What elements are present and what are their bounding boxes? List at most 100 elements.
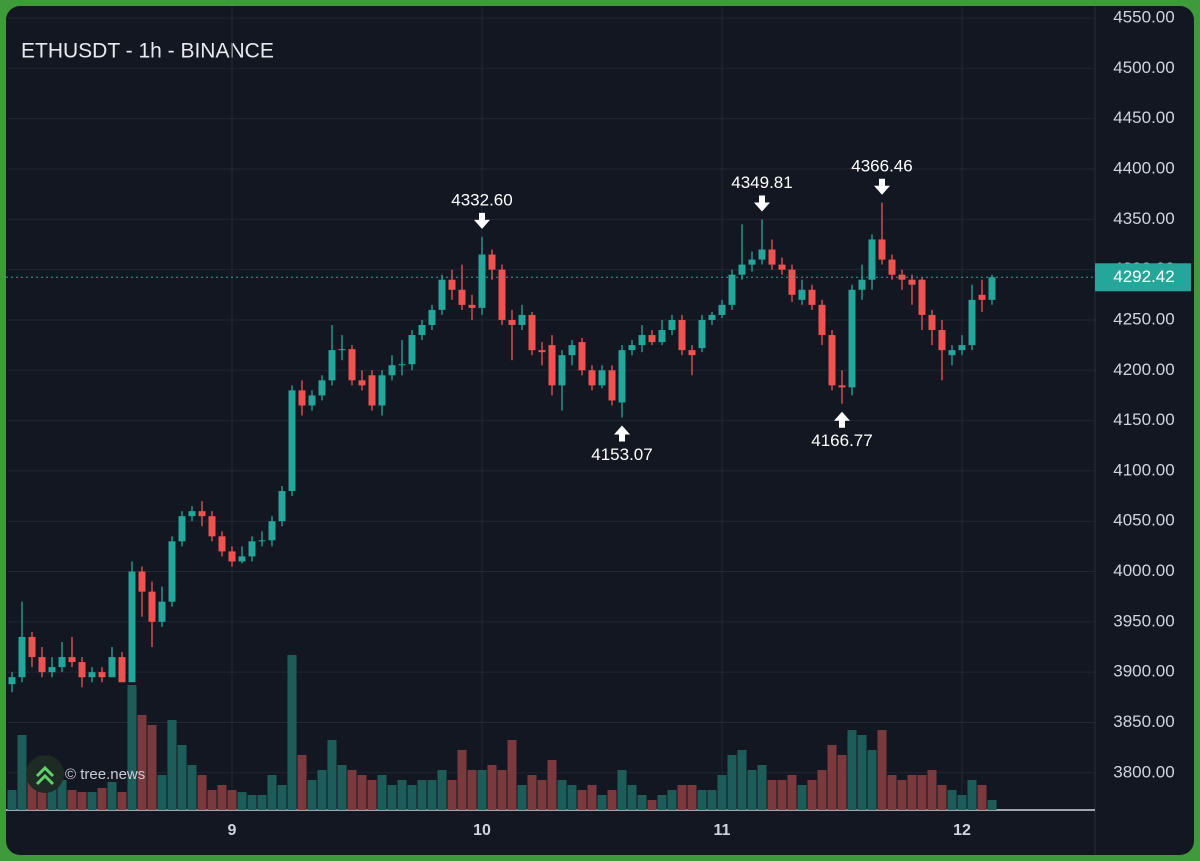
candle-body <box>638 335 646 346</box>
candle-body <box>148 591 156 622</box>
candle-body <box>418 324 426 336</box>
candle-body <box>348 349 356 381</box>
volume-bar <box>317 770 327 810</box>
candle-body <box>278 491 286 522</box>
candle-body <box>338 349 346 351</box>
volume-bar <box>517 785 527 810</box>
candle-body <box>48 667 56 673</box>
candle-body <box>388 365 396 376</box>
volume-bar <box>597 795 607 810</box>
candle-body <box>858 279 866 290</box>
candle-body <box>718 304 726 315</box>
volume-bar <box>537 780 547 810</box>
candle-body <box>398 364 406 366</box>
volume-bar <box>777 780 787 810</box>
candle-body <box>88 672 96 678</box>
candle-body <box>708 314 716 320</box>
y-tick-label: 3900.00 <box>1113 662 1174 681</box>
volume-bar <box>7 790 17 810</box>
volume-bar <box>967 780 977 810</box>
watermark-chevron <box>35 765 55 786</box>
candle-body <box>568 345 576 356</box>
volume-bar <box>27 770 37 810</box>
y-tick-label: 4200.00 <box>1113 360 1174 379</box>
candle-body <box>378 375 386 406</box>
volume-bar <box>267 775 277 810</box>
volume-bar <box>707 790 717 810</box>
volume-bar <box>717 775 727 810</box>
candle-body <box>178 516 186 542</box>
candle-body <box>728 274 736 305</box>
volume-bar <box>567 785 577 810</box>
volume-bar <box>607 790 617 810</box>
arrow-up <box>834 411 850 428</box>
volume-bar <box>697 790 707 810</box>
volume-bar <box>467 770 477 810</box>
volume-bar <box>577 790 587 810</box>
arrow-down <box>474 212 490 229</box>
candle-body <box>848 289 856 388</box>
candle-body <box>578 342 586 371</box>
volume-bar <box>647 800 657 810</box>
candle-body <box>448 279 456 290</box>
candle-body <box>108 657 116 678</box>
chart: ETHUSDT - 1h - BINANCE 3800.00 3850.00 390… <box>6 6 1191 855</box>
volume-bar <box>787 775 797 810</box>
candle-body <box>548 345 556 386</box>
annotation-label: 4166.77 <box>811 431 872 450</box>
candle-body <box>208 516 216 537</box>
x-tick-label: 12 <box>953 822 971 839</box>
candle-body <box>28 636 36 658</box>
volume-bar <box>17 735 27 810</box>
candle-body <box>198 511 206 517</box>
volume-bar <box>557 780 567 810</box>
candle-body <box>988 277 996 300</box>
candle-body <box>518 314 526 325</box>
volume-bar <box>747 770 757 810</box>
y-tick-label: 3800.00 <box>1113 762 1174 781</box>
volume-bar <box>437 770 447 810</box>
volume-bar <box>587 785 597 810</box>
candle-body <box>538 350 546 353</box>
volume-bar <box>867 750 877 810</box>
candle-body <box>648 335 656 343</box>
candle-body <box>248 541 256 557</box>
volume-bar <box>957 795 967 810</box>
volume-bar <box>547 760 557 810</box>
candle-body <box>978 294 986 300</box>
volume-bar <box>837 755 847 810</box>
candle-body <box>288 390 296 492</box>
arrow-up <box>614 425 630 442</box>
volume-bar <box>87 792 97 810</box>
volume-bar <box>887 775 897 810</box>
volume-bar <box>357 775 367 810</box>
volume-bar <box>307 780 317 810</box>
candle-body <box>748 259 756 265</box>
candle-body <box>168 541 176 602</box>
candle-body <box>18 636 26 678</box>
candle-body <box>188 511 196 517</box>
candle-body <box>678 319 686 351</box>
volume-bar <box>177 745 187 810</box>
candle-body <box>478 254 486 308</box>
candle-body <box>818 304 826 336</box>
candle-body <box>498 269 506 320</box>
volume-bar <box>407 785 417 810</box>
volume-bar <box>217 785 227 810</box>
candle-body <box>428 309 436 325</box>
volume-bar <box>147 725 157 810</box>
volume-bar <box>447 780 457 810</box>
volume-bar <box>987 800 997 810</box>
arrow-down <box>754 195 770 212</box>
volume-bar <box>737 750 747 810</box>
volume-bar <box>877 730 887 810</box>
volume-bar <box>687 785 697 810</box>
candle-body <box>878 239 886 260</box>
candle-body <box>268 521 276 541</box>
volume-bar <box>457 750 467 810</box>
candle-body <box>658 330 666 343</box>
volume-bar <box>347 770 357 810</box>
last-price-tag <box>1095 263 1191 292</box>
candle-body <box>98 672 106 678</box>
candle-body <box>308 395 316 406</box>
